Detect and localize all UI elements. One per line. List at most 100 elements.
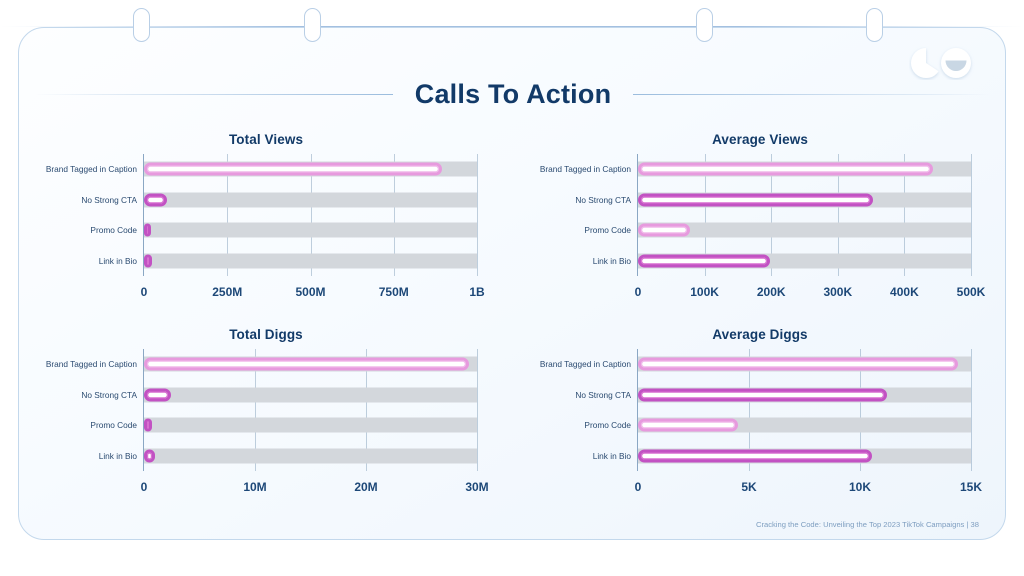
x-tick-label: 200K [756, 285, 786, 299]
x-tick-label: 0 [140, 480, 148, 494]
x-tick-label: 0 [140, 285, 148, 299]
gridline [860, 349, 861, 471]
binder-ring-4 [866, 8, 883, 42]
category-label: No Strong CTA [81, 194, 137, 205]
title-row: Calls To Action [19, 71, 1005, 117]
slide-footer: Cracking the Code: Unveiling the Top 202… [755, 520, 979, 529]
bar-track [144, 387, 477, 403]
bar [638, 254, 770, 268]
gridline [971, 349, 972, 471]
gridline [477, 349, 478, 471]
gridline [393, 154, 395, 276]
category-label: Brand Tagged in Caption [539, 359, 631, 370]
chart-title: Average Views [712, 132, 808, 147]
gridline [227, 154, 229, 276]
plot-area: 0 250M 500M 750M 1B Brand Tagged in Caption No… [19, 154, 513, 299]
bar [144, 193, 168, 207]
chart-total-diggs: Total Diggs 0 10M 20M 30M Brand Tagged in Ca… [19, 319, 513, 514]
chart-title: Total Views [228, 132, 304, 147]
gridline [704, 154, 706, 276]
binder-ring-2 [304, 8, 321, 42]
x-tick-label: 400K [890, 285, 919, 299]
bar-track [144, 448, 477, 464]
gridline [366, 349, 367, 471]
charts-grid: Total Views 0 250M 500M 750M 1B Brand Tagged … [19, 124, 1005, 514]
bar [638, 193, 873, 207]
chart-average-views: Average Views 0 100K 200K 300K 400K 500K Brand… [513, 124, 1005, 319]
x-tick-label: 0 [634, 285, 642, 299]
category-label: No Strong CTA [81, 389, 137, 400]
category-label: Brand Tagged in Caption [45, 164, 137, 175]
bar [144, 357, 469, 371]
x-tick-label: 100K [690, 285, 719, 299]
company-logo [909, 46, 977, 80]
bar [144, 388, 172, 402]
plot-area: 0 100K 200K 300K 400K 500K Brand Tagged in Cap… [513, 154, 1005, 299]
binder-rail [0, 26, 1024, 27]
category-label: No Strong CTA [575, 194, 631, 205]
page-title: Calls To Action [414, 78, 612, 109]
bar [638, 357, 959, 371]
category-label: Promo Code [90, 420, 137, 431]
slide-card: Calls To Action Total Views 0 250M 500M 750… [18, 27, 1006, 540]
gridline [904, 154, 906, 276]
x-axis-ticks: 0 5K 10K 15K [634, 471, 982, 497]
plot-canvas: 0 10M 20M 30M [141, 349, 489, 494]
x-tick-label: 20M [354, 480, 378, 494]
binder-ring-1 [133, 8, 150, 42]
category-label: Brand Tagged in Caption [539, 164, 631, 175]
x-tick-label: 500K [956, 285, 986, 299]
chart-title: Total Diggs [229, 327, 303, 342]
bar [144, 254, 152, 268]
x-tick-label: 10M [243, 480, 267, 494]
category-label: Promo Code [90, 225, 137, 236]
gridline [749, 349, 750, 471]
x-tick-label: 1B [469, 285, 485, 299]
x-tick-label: 5K [741, 480, 757, 494]
binder-rings [0, 0, 1024, 42]
x-tick-label: 30M [465, 480, 489, 494]
plot-canvas: 0 250M 500M 750M 1B [141, 154, 485, 299]
category-label: Link in Bio [592, 255, 631, 266]
gridline [310, 154, 312, 276]
chart-average-diggs: Average Diggs 0 5K 10K 15K Brand Tagged in C… [513, 319, 1005, 514]
x-tick-label: 0 [634, 480, 642, 494]
gridline [837, 154, 839, 276]
x-tick-label: 250M [212, 285, 243, 299]
bar-track [144, 222, 477, 238]
title-divider-right [633, 93, 992, 95]
x-axis-ticks: 0 250M 500M 750M 1B [140, 276, 485, 302]
category-label: Promo Code [584, 420, 631, 431]
chart-total-views: Total Views 0 250M 500M 750M 1B Brand Tagged … [19, 124, 513, 319]
x-tick-label: 10K [848, 480, 872, 494]
chart-title: Average Diggs [712, 327, 808, 342]
bar [638, 162, 933, 176]
bar [144, 162, 443, 176]
plot-area: 0 5K 10K 15K Brand Tagged in Caption No Stron… [513, 349, 1005, 494]
gridline [255, 349, 256, 471]
x-tick-label: 15K [959, 480, 983, 494]
bar [638, 223, 690, 237]
bar-track [144, 192, 477, 208]
bar [144, 449, 155, 463]
category-label: Link in Bio [98, 450, 137, 461]
bar [638, 449, 872, 463]
x-axis-ticks: 0 100K 200K 300K 400K 500K [634, 276, 986, 302]
gridline [771, 154, 773, 276]
plot-area: 0 10M 20M 30M Brand Tagged in Caption No Stro… [19, 349, 513, 494]
gridline [971, 154, 972, 276]
bar [638, 388, 888, 402]
bar [144, 418, 153, 432]
bar [638, 418, 739, 432]
category-label: No Strong CTA [575, 389, 631, 400]
category-label: Link in Bio [592, 450, 631, 461]
plot-canvas: 0 100K 200K 300K 400K 500K [635, 154, 985, 299]
category-label: Link in Bio [98, 255, 137, 266]
binder-ring-3 [696, 8, 713, 42]
gridline [477, 154, 478, 276]
plot-canvas: 0 5K 10K 15K [635, 349, 982, 494]
bar-track [638, 222, 971, 238]
x-axis-ticks: 0 10M 20M 30M [140, 471, 489, 497]
category-label: Brand Tagged in Caption [45, 359, 137, 370]
x-tick-label: 750M [378, 285, 409, 299]
